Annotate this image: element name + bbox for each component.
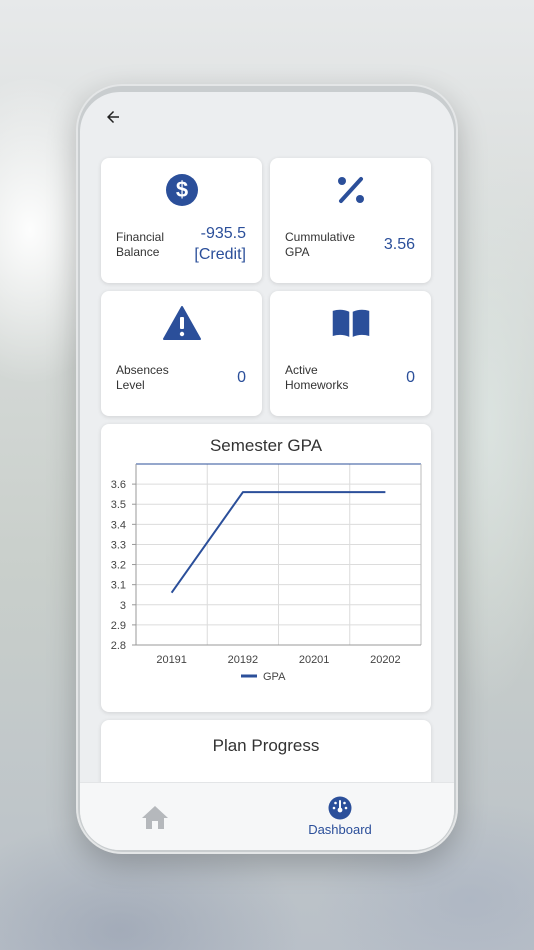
app-screen: $ Financial Balance -935.5 [Credit] Cummul… (80, 92, 454, 850)
gpa-line-chart: 3.6 3.5 3.4 3.3 3.2 3.1 3 2.9 2.8 20191 20192 20201… (111, 463, 422, 683)
warning-icon (162, 303, 202, 343)
stat-label: Absences Level (116, 363, 169, 392)
stat-label: Active Homeworks (285, 363, 349, 392)
absences-level-card[interactable]: Absences Level 0 (101, 291, 262, 416)
cumulative-gpa-value: 3.56 (383, 236, 415, 253)
financial-balance-card[interactable]: $ Financial Balance -935.5 [Credit] (101, 158, 262, 283)
stat-label: Financial Balance (116, 230, 165, 259)
y-tick-label: 3.1 (111, 580, 126, 592)
nav-dashboard[interactable]: Dashboard (298, 783, 382, 850)
semester-gpa-chart-card: Semester GPA 3.6 3.5 3.4 3.3 3.2 3.1 3 2.9 2.8 20… (101, 424, 431, 712)
phone-frame: $ Financial Balance -935.5 [Credit] Cummul… (76, 84, 458, 854)
book-icon (331, 303, 371, 343)
x-tick-label: 20192 (228, 654, 259, 666)
y-tick-label: 3.3 (111, 539, 126, 551)
svg-text:$: $ (175, 177, 187, 202)
stat-label: Cummulative GPA (285, 230, 356, 259)
x-tick-label: 20201 (299, 654, 330, 666)
y-tick-label: 3 (120, 600, 126, 612)
active-homeworks-card[interactable]: Active Homeworks 0 (270, 291, 431, 416)
y-tick-label: 3.6 (111, 479, 126, 491)
x-tick-label: 20202 (370, 654, 401, 666)
y-tick-label: 3.5 (111, 499, 126, 511)
y-tick-label: 3.2 (111, 560, 126, 572)
chart-title: Semester GPA (209, 436, 323, 455)
bottom-navigation: Dashboard (80, 782, 454, 850)
active-homeworks-value: 0 (406, 369, 415, 386)
plan-progress-title: Plan Progress (212, 736, 320, 755)
y-tick-label: 3.4 (111, 519, 126, 531)
nav-home[interactable] (120, 783, 190, 850)
x-tick-label: 20191 (156, 654, 187, 666)
back-button[interactable] (100, 104, 126, 130)
cumulative-gpa-card[interactable]: Cummulative GPA 3.56 (270, 158, 431, 283)
dollar-icon: $ (162, 170, 202, 210)
nav-dashboard-label: Dashboard (308, 822, 372, 837)
y-tick-label: 2.9 (111, 620, 126, 632)
financial-balance-value: -935.5 [Credit] (194, 225, 246, 263)
dashboard-icon (328, 796, 352, 820)
legend-label: GPA (263, 671, 286, 683)
home-icon (142, 805, 168, 829)
absences-level-value: 0 (237, 369, 246, 386)
percent-icon (331, 170, 371, 210)
y-tick-label: 2.8 (111, 640, 126, 652)
arrow-left-icon (107, 111, 119, 123)
gpa-series-line (170, 491, 386, 594)
